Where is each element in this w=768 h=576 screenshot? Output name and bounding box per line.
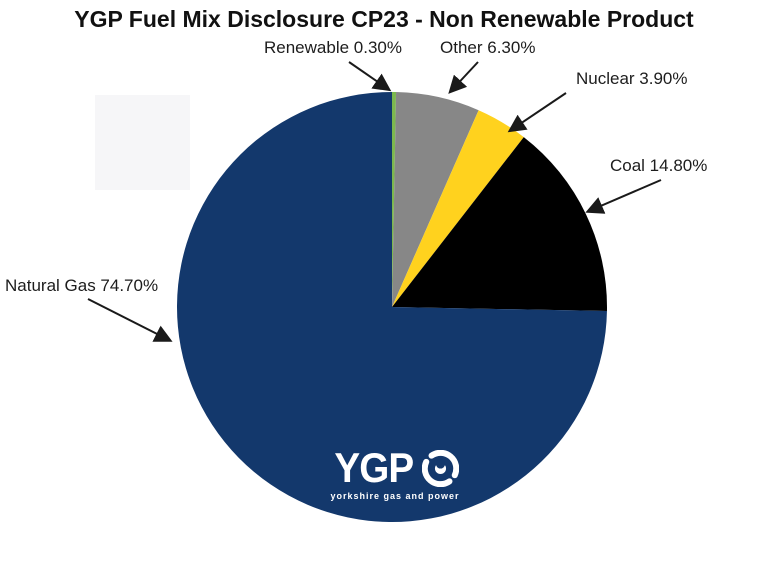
pie-slice-renewable[interactable] (392, 92, 397, 307)
pie-slice-nuclear[interactable] (392, 110, 524, 307)
ygp-logo-text: YGP (334, 444, 415, 492)
ygp-logo: YGP yorkshire gas and power (328, 444, 462, 501)
swirl-globe-icon (421, 449, 459, 487)
callout-arrows (87, 61, 662, 342)
callout-arrow (348, 61, 392, 92)
callout-arrow (585, 179, 662, 214)
pie-slice-other[interactable] (392, 92, 479, 307)
callout-arrow (448, 61, 479, 94)
pie-slice-coal[interactable] (392, 137, 607, 312)
label-other: Other 6.30% (440, 38, 536, 57)
ygp-logo-row: YGP (331, 444, 459, 492)
pie-slices (176, 92, 607, 522)
chart-title: YGP Fuel Mix Disclosure CP23 - Non Renew… (74, 6, 694, 32)
pie-slice-natural-gas[interactable] (176, 92, 607, 522)
label-renewable: Renewable 0.30% (264, 38, 402, 57)
label-nuclear: Nuclear 3.90% (576, 69, 688, 88)
callout-arrow (507, 92, 567, 133)
label-natural-gas: Natural Gas 74.70% (5, 276, 159, 295)
callout-arrow (87, 298, 173, 342)
background-artifact (95, 95, 190, 190)
label-coal: Coal 14.80% (610, 156, 708, 175)
ygp-logo-tagline: yorkshire gas and power (330, 491, 460, 501)
